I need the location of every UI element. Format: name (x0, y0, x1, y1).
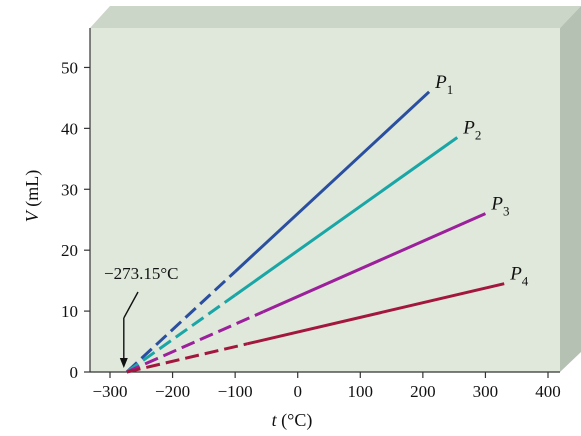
plot-area (90, 28, 560, 372)
series-label-subscript: 3 (503, 204, 510, 219)
x-tick-label: 0 (293, 382, 302, 401)
series-label-letter: P (490, 194, 503, 215)
y-tick-label: 30 (61, 180, 78, 199)
y-axis-title: V (mL) (22, 170, 43, 222)
y-axis-title-var: V (22, 209, 42, 222)
x-axis-title-unit: (°C) (281, 410, 312, 431)
axes: 0 10 20 30 40 50 −300 −200 −100 0 100 200 300 400 (61, 28, 561, 401)
series-line-p1 (234, 90, 431, 273)
series-label-subscript: 2 (475, 128, 482, 143)
x-tick-label: 300 (473, 382, 499, 401)
y-tick-label: 0 (70, 363, 79, 382)
series-label-letter: P (509, 264, 522, 285)
annotation-arrow-head (119, 358, 128, 368)
series-line-p3 (262, 212, 487, 314)
y-tick-label: 20 (61, 241, 78, 260)
annotation-arrow (119, 291, 139, 368)
series-label-letter: P (434, 72, 447, 93)
panel-top-face (90, 6, 581, 28)
series-label-subscript: 4 (522, 274, 529, 289)
y-axis-title-unit: (mL) (22, 170, 43, 207)
panel-side-face (560, 6, 581, 372)
x-tick-label: −200 (155, 382, 190, 401)
annotation-leader (123, 291, 139, 319)
x-tick-label: −100 (218, 382, 253, 401)
series-label-p4: P4 (509, 264, 529, 289)
series-line-p3-dashed (126, 310, 264, 374)
x-tick-label: 400 (535, 382, 561, 401)
series-line-p4 (247, 282, 505, 346)
y-tick-label: 50 (61, 58, 78, 77)
series-line-p2-dashed (125, 293, 237, 374)
x-tick-label: −300 (92, 382, 127, 401)
x-axis-title-var: t (272, 410, 278, 430)
series-line-p4-dashed (126, 342, 248, 374)
series-label-p2: P2 (462, 118, 481, 143)
x-tick-label: 200 (410, 382, 436, 401)
y-tick-label: 40 (61, 119, 78, 138)
series-lines (125, 90, 505, 374)
y-tick-label: 10 (61, 302, 78, 321)
series-label-subscript: 1 (447, 82, 454, 97)
series-line-p1-dashed (125, 270, 237, 374)
series-label-letter: P (462, 118, 475, 139)
series-label-p1: P1 (434, 72, 453, 97)
x-axis-title: t (°C) (272, 410, 313, 431)
annotation-text: −273.15°C (104, 264, 178, 283)
x-tick-label: 100 (348, 382, 374, 401)
series-line-p2 (234, 136, 459, 297)
series-label-p3: P3 (490, 194, 509, 219)
